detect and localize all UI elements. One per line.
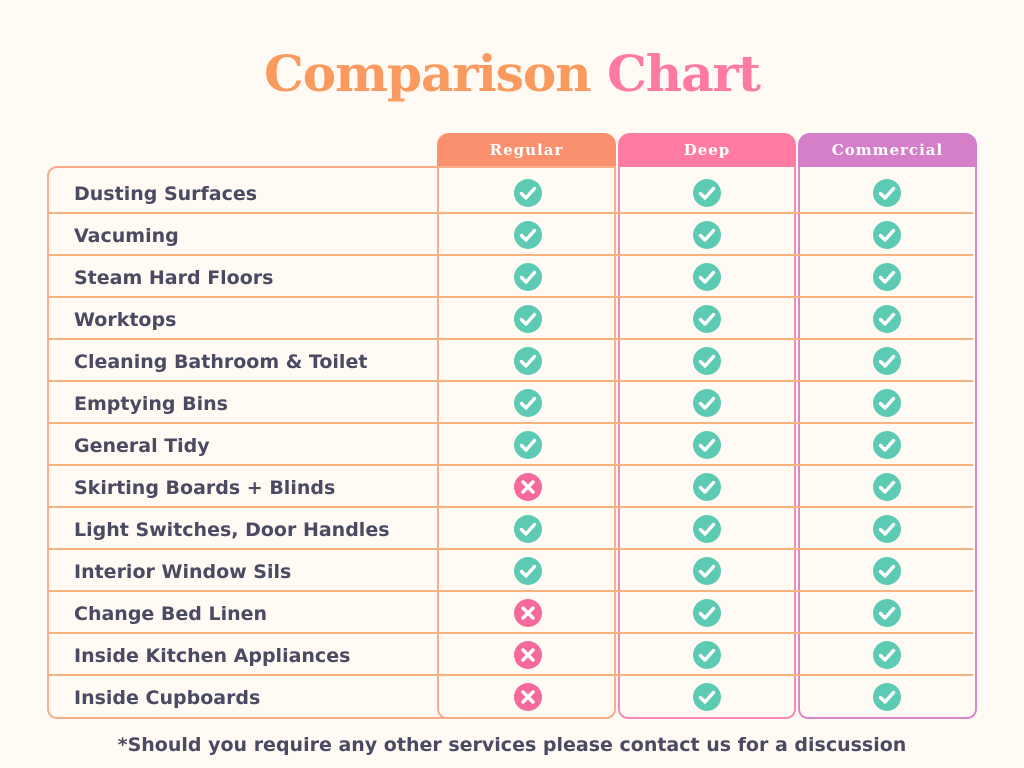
row-divider <box>49 548 973 550</box>
check-icon <box>872 346 902 376</box>
check-icon <box>872 304 902 334</box>
row-label: Dusting Surfaces <box>74 183 258 205</box>
check-icon <box>872 430 902 460</box>
check-icon <box>872 472 902 502</box>
title-word-comparison: Comparison <box>263 44 592 103</box>
cross-icon <box>513 640 543 670</box>
check-icon <box>513 220 543 250</box>
footnote: *Should you require any other services p… <box>117 734 907 756</box>
row-divider <box>49 338 973 340</box>
row-divider <box>49 506 973 508</box>
check-icon <box>513 262 543 292</box>
check-icon <box>513 388 543 418</box>
row-divider <box>49 212 973 214</box>
row-divider <box>49 464 973 466</box>
check-icon <box>513 346 543 376</box>
row-label: Light Switches, Door Handles <box>74 519 390 541</box>
page-title: Comparison Chart <box>0 42 1024 106</box>
check-icon <box>513 556 543 586</box>
check-icon <box>692 388 722 418</box>
cross-icon <box>513 682 543 712</box>
check-icon <box>872 178 902 208</box>
check-icon <box>692 178 722 208</box>
row-label: Change Bed Linen <box>74 603 268 625</box>
row-divider <box>49 674 973 676</box>
row-divider <box>49 380 973 382</box>
check-icon <box>513 178 543 208</box>
row-divider <box>49 590 973 592</box>
check-icon <box>692 640 722 670</box>
check-icon <box>872 556 902 586</box>
row-label: Inside Kitchen Appliances <box>74 645 351 667</box>
check-icon <box>692 346 722 376</box>
check-icon <box>692 304 722 334</box>
check-icon <box>872 262 902 292</box>
check-icon <box>692 220 722 250</box>
check-icon <box>872 514 902 544</box>
row-label: Emptying Bins <box>74 393 228 415</box>
check-icon <box>692 514 722 544</box>
row-label: Steam Hard Floors <box>74 267 274 289</box>
check-icon <box>872 220 902 250</box>
row-divider <box>49 254 973 256</box>
title-word-chart: Chart <box>607 44 761 103</box>
column-frame-regular <box>437 166 616 719</box>
row-label: Worktops <box>74 309 177 331</box>
check-icon <box>692 682 722 712</box>
check-icon <box>872 598 902 628</box>
row-label: Vacuming <box>74 225 179 247</box>
check-icon <box>513 304 543 334</box>
column-header-commercial: Commercial <box>798 133 977 167</box>
row-divider <box>49 422 973 424</box>
check-icon <box>513 430 543 460</box>
cross-icon <box>513 598 543 628</box>
row-divider <box>49 296 973 298</box>
row-label: Inside Cupboards <box>74 687 261 709</box>
column-frame-commercial <box>798 166 977 719</box>
check-icon <box>872 682 902 712</box>
row-label: Cleaning Bathroom & Toilet <box>74 351 368 373</box>
check-icon <box>513 514 543 544</box>
check-icon <box>692 262 722 292</box>
check-icon <box>692 598 722 628</box>
cross-icon <box>513 472 543 502</box>
row-label: Skirting Boards + Blinds <box>74 477 336 499</box>
row-label: General Tidy <box>74 435 210 457</box>
row-label: Interior Window Sils <box>74 561 292 583</box>
check-icon <box>872 388 902 418</box>
check-icon <box>692 430 722 460</box>
check-icon <box>692 472 722 502</box>
check-icon <box>692 556 722 586</box>
row-divider <box>49 632 973 634</box>
column-header-regular: Regular <box>437 133 616 167</box>
check-icon <box>872 640 902 670</box>
column-frame-deep <box>618 166 796 719</box>
column-header-deep: Deep <box>618 133 796 167</box>
